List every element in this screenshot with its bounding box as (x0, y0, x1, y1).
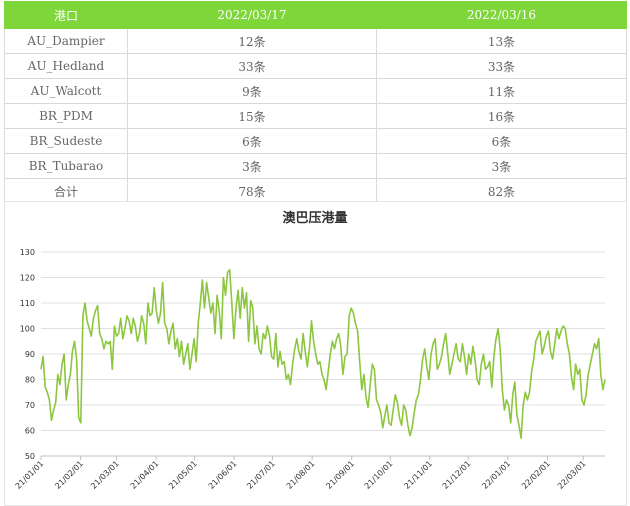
port-cell: AU_Walcott (4, 78, 128, 104)
x-tick-label: 21/09/01 (324, 459, 356, 491)
x-tick-label: 21/04/01 (129, 459, 161, 491)
chart-container: 澳巴压港量 50 60 70 80 90 100 110 120 130 21/01/01 21/… (4, 201, 627, 506)
x-tick-label: 21/02/01 (53, 459, 85, 491)
y-tick-label: 60 (25, 427, 35, 436)
y-tick-label: 110 (20, 299, 35, 308)
x-tick-label: 22/02/01 (520, 459, 552, 491)
x-tick-label: 21/03/01 (89, 459, 121, 491)
x-tick-label: 21/05/01 (167, 459, 199, 491)
value-cell: 16条 (376, 103, 627, 129)
header-date-1: 2022/03/17 (127, 1, 377, 29)
table-row: AU_Walcott 9条 11条 (4, 78, 627, 104)
value-cell: 13条 (376, 28, 627, 54)
x-tick-label: 21/07/01 (245, 459, 277, 491)
y-tick-label: 70 (25, 401, 35, 410)
total-row: 合计 78条 82条 (4, 178, 627, 204)
x-tick-label: 21/12/01 (441, 459, 473, 491)
value-cell: 33条 (127, 53, 377, 79)
x-tick-label: 21/06/01 (207, 459, 239, 491)
y-tick-label: 130 (20, 248, 35, 257)
x-tick-label: 21/10/01 (363, 459, 395, 491)
x-tick-label: 22/03/01 (556, 459, 588, 491)
port-cell: AU_Dampier (4, 28, 128, 54)
port-cell: BR_PDM (4, 103, 128, 129)
x-tick-label: 21/01/01 (14, 459, 46, 491)
port-cell: BR_Sudeste (4, 128, 128, 154)
port-cell: BR_Tubarao (4, 153, 128, 179)
value-cell: 9条 (127, 78, 377, 104)
table-row: BR_PDM 15条 16条 (4, 103, 627, 129)
y-tick-label: 120 (20, 274, 35, 283)
total-value-cell: 82条 (376, 178, 627, 204)
value-cell: 15条 (127, 103, 377, 129)
port-cell: AU_Hedland (4, 53, 128, 79)
table-row: BR_Sudeste 6条 6条 (4, 128, 627, 154)
value-cell: 6条 (127, 128, 377, 154)
table-row: BR_Tubarao 3条 3条 (4, 153, 627, 179)
value-cell: 3条 (127, 153, 377, 179)
value-cell: 6条 (376, 128, 627, 154)
total-label-cell: 合计 (4, 178, 128, 204)
port-table: 港口 2022/03/17 2022/03/16 AU_Dampier 12条 13… (4, 1, 627, 204)
x-tick-label: 21/08/01 (285, 459, 317, 491)
header-port: 港口 (4, 1, 128, 29)
table-row: AU_Dampier 12条 13条 (4, 28, 627, 54)
y-tick-label: 50 (25, 452, 35, 461)
value-cell: 3条 (376, 153, 627, 179)
chart-title: 澳巴压港量 (282, 210, 347, 226)
y-tick-label: 90 (25, 350, 35, 359)
header-date-2: 2022/03/16 (376, 1, 627, 29)
total-value-cell: 78条 (127, 178, 377, 204)
value-cell: 11条 (376, 78, 627, 104)
value-cell: 12条 (127, 28, 377, 54)
y-tick-label: 80 (25, 376, 35, 385)
table-row: AU_Hedland 33条 33条 (4, 53, 627, 79)
series-line (40, 269, 606, 439)
x-tick-label: 21/11/01 (402, 459, 434, 491)
table-header-row: 港口 2022/03/17 2022/03/16 (4, 1, 627, 29)
value-cell: 33条 (376, 53, 627, 79)
x-tick-label: 22/01/01 (480, 459, 512, 491)
y-tick-label: 100 (20, 325, 35, 334)
